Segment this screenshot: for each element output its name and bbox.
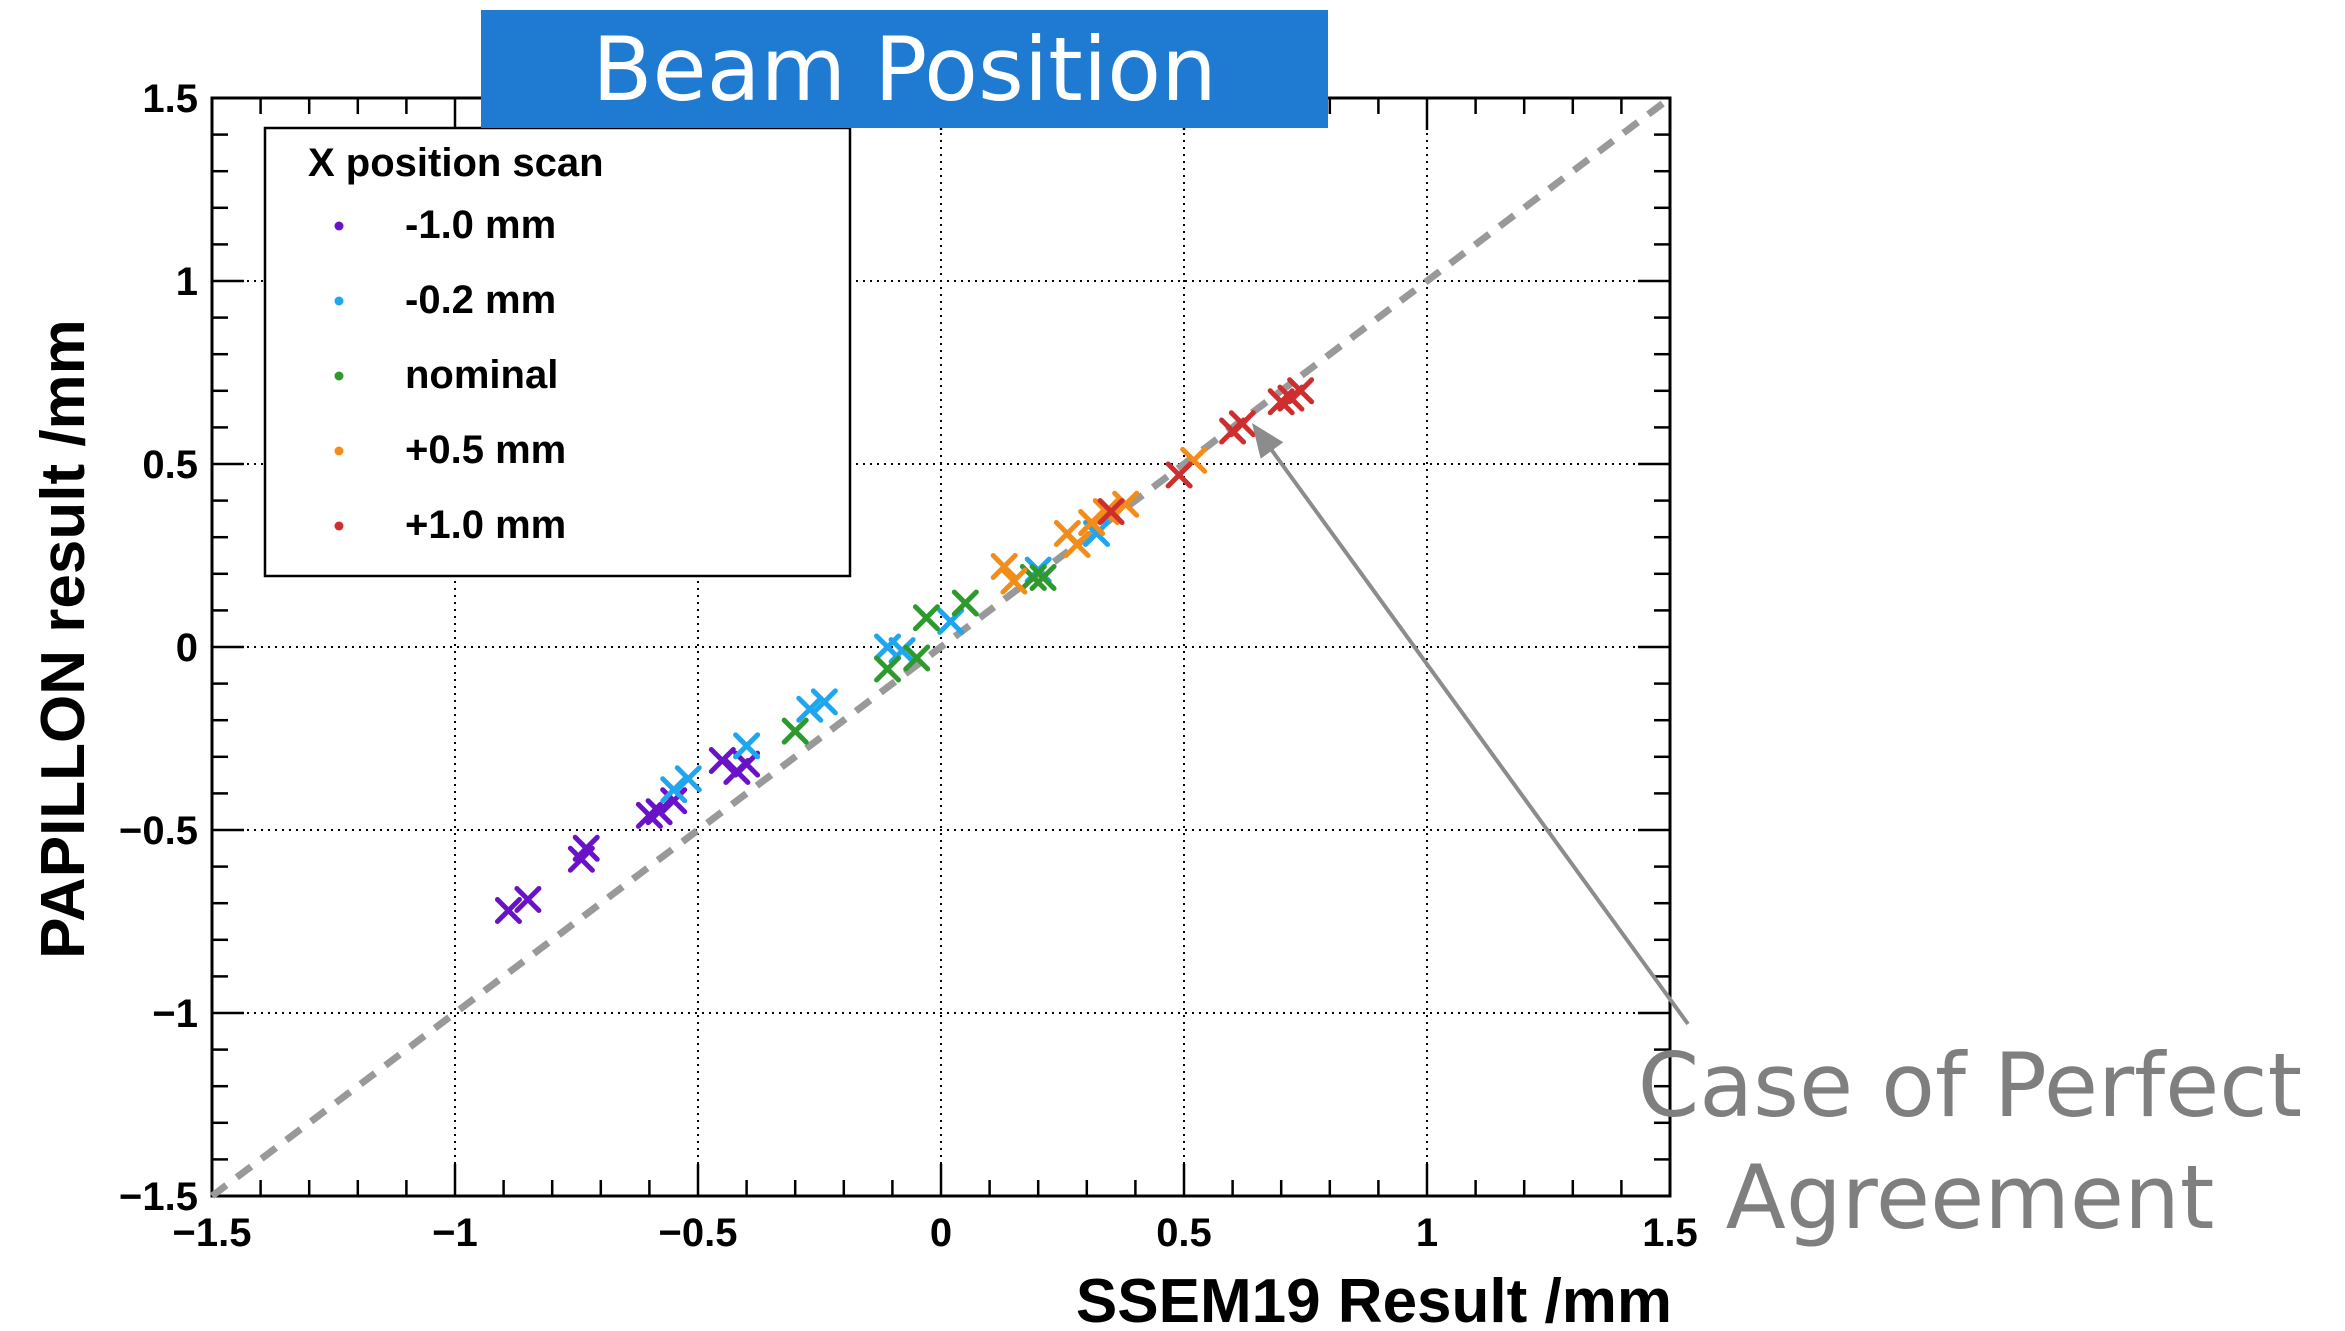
data-point xyxy=(1228,410,1256,438)
x-tick-label: −1 xyxy=(432,1211,478,1255)
y-tick-label: 0.5 xyxy=(142,443,198,487)
legend-box xyxy=(263,126,852,578)
legend-label: nominal xyxy=(405,353,558,397)
tick-labels: −1.5 −1 −0.5 0 0.5 1 1.5 −1.5 −1 −0.5 0 0.5 1 1.5 xyxy=(119,77,1698,1255)
data-point xyxy=(1000,567,1028,595)
data-point xyxy=(733,750,761,778)
data-point xyxy=(674,765,702,793)
annotation-arrowhead xyxy=(1252,423,1284,459)
annotation-arrow xyxy=(1266,443,1690,1026)
data-point xyxy=(1165,461,1193,489)
legend-label: +1.0 mm xyxy=(405,503,566,547)
data-point xyxy=(1287,377,1315,405)
data-point xyxy=(494,897,522,925)
data-point xyxy=(951,589,979,617)
data-point xyxy=(781,717,809,745)
data-point xyxy=(1092,498,1120,526)
data-point xyxy=(1078,509,1106,537)
y-axis-label: PAPILLON result /mm xyxy=(29,319,98,959)
data-point xyxy=(874,633,902,661)
data-point xyxy=(708,746,736,774)
perfect-agreement-line xyxy=(209,95,1673,1199)
data-point xyxy=(645,798,673,826)
data-point xyxy=(1063,531,1091,559)
y-tick-label: 0 xyxy=(176,626,198,670)
data-point xyxy=(660,776,688,804)
legend-label: -0.2 mm xyxy=(405,278,556,322)
data-point xyxy=(912,604,940,632)
y-tick-label: 1.5 xyxy=(142,77,198,121)
x-tick-label: 0 xyxy=(930,1211,952,1255)
data-point xyxy=(990,552,1018,580)
data-point xyxy=(1029,563,1057,591)
data-point xyxy=(1112,490,1140,518)
legend-label: +0.5 mm xyxy=(405,428,566,472)
data-points xyxy=(494,377,1315,925)
y-tick-label: −1 xyxy=(152,992,198,1036)
legend-marker xyxy=(334,521,344,531)
x-tick-label: 1 xyxy=(1416,1211,1438,1255)
y-tick-label: −1.5 xyxy=(119,1175,198,1219)
y-tick-label: 1 xyxy=(176,260,198,304)
annotation-text: Case of Perfect Agreement xyxy=(1590,1030,2345,1254)
data-point xyxy=(572,834,600,862)
data-point xyxy=(937,607,965,635)
annotation-line-1: Case of Perfect xyxy=(1637,1034,2303,1137)
data-point xyxy=(733,732,761,760)
y-tick-label: −0.5 xyxy=(119,809,198,853)
data-point xyxy=(874,655,902,683)
data-point xyxy=(1097,498,1125,526)
annotation-line-2: Agreement xyxy=(1725,1146,2215,1249)
x-axis-label: SSEM19 Result /mm xyxy=(1076,1267,1672,1331)
data-point xyxy=(796,695,824,723)
legend-marker xyxy=(334,371,344,381)
data-point xyxy=(660,787,688,815)
data-point xyxy=(514,886,542,914)
x-tick-label: 0.5 xyxy=(1156,1211,1212,1255)
legend-label: -1.0 mm xyxy=(405,203,556,247)
slide-title: Beam Position xyxy=(481,10,1328,128)
legend-marker xyxy=(334,296,344,306)
x-tick-label: 1.5 xyxy=(1642,1211,1698,1255)
x-tick-label: −1.5 xyxy=(173,1211,252,1255)
legend-title: X position scan xyxy=(308,141,604,185)
data-point xyxy=(810,688,838,716)
legend-marker xyxy=(334,446,344,456)
data-point xyxy=(903,644,931,672)
legend: X position scan -1.0 mm -0.2 mm nominal +0.… xyxy=(263,126,852,578)
x-tick-label: −0.5 xyxy=(659,1211,738,1255)
data-point xyxy=(888,637,916,665)
legend-marker xyxy=(334,221,344,231)
